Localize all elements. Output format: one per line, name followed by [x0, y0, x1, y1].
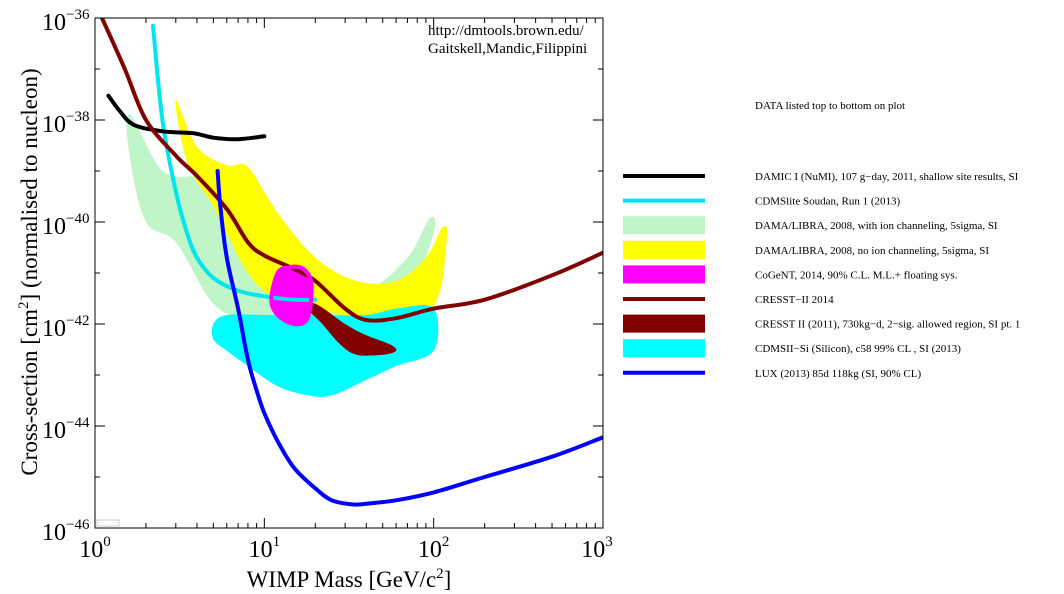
plot-frame — [94, 17, 604, 529]
legend-header: DATA listed top to bottom on plot — [755, 100, 905, 112]
y-tick-label: 10−36 — [42, 7, 90, 36]
legend-label: CRESST II (2011), 730kg−d, 2−sig. allowe… — [755, 319, 1020, 331]
y-tick-label: 10−46 — [42, 517, 90, 546]
legend-swatch — [623, 314, 705, 333]
axis-ticks — [94, 17, 604, 529]
legend-label: CoGeNT, 2014, 90% C.L. M.L.+ floating sy… — [755, 269, 958, 281]
y-axis-title: Cross-section [cm2] (normalised to nucle… — [16, 68, 42, 475]
legend-swatch — [623, 339, 705, 358]
series-8-curve — [215, 169, 603, 507]
legend-entry: CDMSlite Soudan, Run 1 (2013) — [623, 196, 900, 208]
legend-label: LUX (2013) 85d 118kg (SI, 90% CL) — [755, 368, 921, 380]
plot-stamp — [96, 519, 120, 527]
x-tick-label: 102 — [418, 534, 450, 563]
legend-entry: CoGeNT, 2014, 90% C.L. M.L.+ floating sy… — [623, 265, 958, 284]
series-6-region — [303, 303, 397, 356]
x-tick-label: 101 — [249, 534, 281, 563]
axis-tick-labels: 100 101 102 103 10−36 10−38 10−40 10−42 10−44 10−… — [42, 7, 613, 563]
legend-entry: DAMA/LIBRA, 2008, no ion channeling, 5si… — [623, 240, 989, 259]
legend-swatch — [623, 216, 705, 235]
legend-entry: CRESST II (2011), 730kg−d, 2−sig. allowe… — [623, 314, 1020, 333]
series-7-region — [211, 305, 439, 397]
legend: DAMIC I (NuMI), 107 g−day, 2011, shallow… — [623, 171, 1020, 380]
series-0-curve — [106, 93, 267, 142]
legend-label: CDMSII−Si (Silicon), c58 99% CL , SI (20… — [755, 343, 961, 355]
limit-curves — [100, 18, 603, 507]
y-tick-label: 10−40 — [42, 211, 89, 240]
legend-entry: DAMIC I (NuMI), 107 g−day, 2011, shallow… — [623, 171, 1019, 183]
allowed-regions — [126, 99, 448, 397]
plot-area — [100, 18, 603, 507]
y-tick-label: 10−38 — [42, 109, 89, 138]
y-tick-label: 10−44 — [42, 415, 90, 444]
x-tick-label: 103 — [581, 534, 613, 563]
legend-swatch — [623, 265, 705, 284]
x-axis-title: WIMP Mass [GeV/c2] — [247, 566, 452, 592]
credit-authors: Gaitskell,Mandic,Filippini — [428, 41, 587, 57]
x-tick-label: 100 — [79, 534, 111, 563]
legend-entry: CDMSII−Si (Silicon), c58 99% CL , SI (20… — [623, 339, 961, 358]
series-5-curve — [100, 18, 603, 323]
legend-label: CRESST−II 2014 — [755, 294, 834, 306]
credit-url: http://dmtools.brown.edu/ — [428, 23, 585, 39]
legend-label: DAMIC I (NuMI), 107 g−day, 2011, shallow… — [755, 171, 1019, 183]
legend-label: CDMSlite Soudan, Run 1 (2013) — [755, 196, 900, 208]
series-4-outline — [269, 264, 314, 327]
legend-entry: LUX (2013) 85d 118kg (SI, 90% CL) — [623, 368, 921, 380]
series-4-region — [271, 266, 312, 325]
legend-entry: CRESST−II 2014 — [623, 294, 834, 306]
legend-entry: DAMA/LIBRA, 2008, with ion channeling, 5… — [623, 216, 998, 235]
legend-swatch — [623, 240, 705, 259]
legend-label: DAMA/LIBRA, 2008, no ion channeling, 5si… — [755, 245, 989, 257]
y-tick-label: 10−42 — [42, 313, 89, 342]
legend-label: DAMA/LIBRA, 2008, with ion channeling, 5… — [755, 220, 998, 232]
